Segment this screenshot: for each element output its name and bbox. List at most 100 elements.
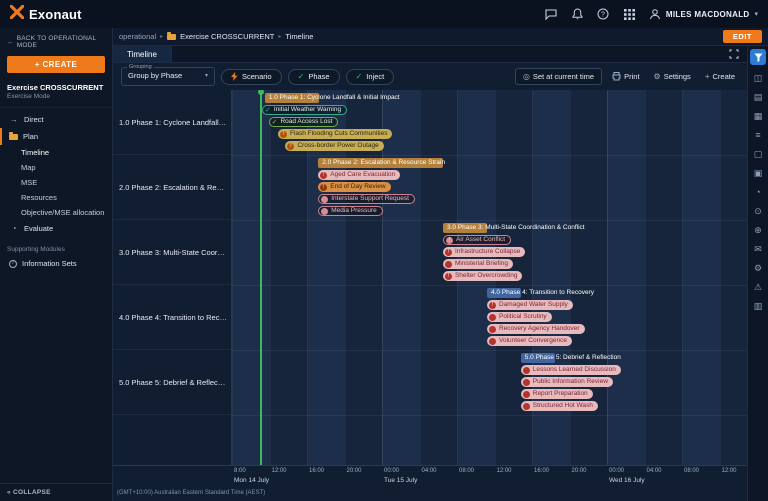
inject-bar[interactable]: ! Flash Flooding Cuts Communities: [277, 129, 393, 139]
bar-label: Ministerial Briefing: [454, 259, 509, 267]
inject-bar[interactable]: ! End of Day Review: [318, 182, 391, 192]
help-icon[interactable]: ?: [597, 8, 610, 21]
inject-bar[interactable]: Volunteer Convergence: [487, 336, 572, 346]
inject-bar[interactable]: Interstate Support Request: [318, 194, 415, 204]
bar-label: Initial Weather Warning: [273, 105, 342, 113]
folder-icon: [9, 132, 18, 140]
time-band: [645, 90, 683, 465]
dot-icon: [489, 337, 496, 345]
breadcrumb-item-exercise-crosscurrent[interactable]: Exercise CROSSCURRENT: [180, 32, 275, 41]
sidebar-item-timeline[interactable]: Timeline: [0, 145, 112, 160]
fullscreen-icon[interactable]: [729, 46, 747, 62]
phase-bar[interactable]: 2.0 Phase 2: Escalation & Resource Strai…: [318, 158, 445, 168]
inject-bar[interactable]: Public Information Review: [520, 377, 613, 387]
scenario-button[interactable]: Scenario: [221, 68, 282, 85]
tab-timeline[interactable]: Timeline: [113, 46, 172, 62]
collapse-button[interactable]: « COLLAPSE: [0, 483, 112, 501]
current-time-line: [258, 90, 265, 465]
bar-label: Flash Flooding Cuts Communities: [289, 129, 388, 137]
create-button[interactable]: + CREATE: [7, 56, 105, 73]
inject-bar[interactable]: ✓ Initial Weather Warning: [262, 105, 348, 115]
list-icon[interactable]: ≡: [755, 130, 761, 140]
doc-icon: [522, 366, 530, 374]
time-band: [720, 90, 748, 465]
message-icon[interactable]: [545, 8, 558, 21]
cards-icon[interactable]: ▤: [753, 92, 763, 102]
table-icon[interactable]: ▥: [753, 301, 763, 311]
sidebar-item-evaluate[interactable]: ◔ Evaluate: [0, 220, 112, 237]
sidebar-item-plan[interactable]: Plan: [0, 128, 112, 145]
phase-bar[interactable]: 4.0 Phase 4: Transition to Recovery: [487, 288, 594, 298]
sidebar-item-resources[interactable]: Resources: [0, 190, 112, 205]
sidebar-item-map[interactable]: Map: [0, 160, 112, 175]
calendar-icon[interactable]: ▦: [753, 111, 763, 121]
filter-icon[interactable]: [750, 49, 766, 65]
sidebar-item-label: Timeline: [21, 148, 50, 157]
gear-icon: ⚙: [653, 71, 661, 81]
settings-icon[interactable]: ⚙: [753, 263, 763, 273]
inject-bar[interactable]: ! Cross-border Power Outage: [285, 141, 384, 151]
sidebar-item-direct[interactable]: → Direct: [0, 111, 112, 128]
archive-icon[interactable]: ▣: [753, 168, 763, 178]
breadcrumb-item-operational[interactable]: operational: [119, 32, 157, 41]
alert-icon: !: [444, 248, 452, 256]
time-band: [382, 90, 420, 465]
print-button[interactable]: Print: [608, 70, 643, 83]
bar-label: End of Day Review: [330, 182, 386, 190]
sidebar-item-label: Information Sets: [22, 259, 77, 268]
bar-label: Cross-border Power Outage: [297, 141, 379, 149]
add-circle-icon[interactable]: ⊕: [754, 225, 762, 235]
breadcrumb: operational ▸ Exercise CROSSCURRENT ▸ Timeli…: [119, 32, 313, 41]
settings-button[interactable]: ⚙ Settings: [650, 70, 695, 83]
inject-toggle[interactable]: ✓ Inject: [345, 68, 395, 85]
inject-bar[interactable]: Media Pressure: [318, 206, 383, 216]
inject-bar[interactable]: ! Infrastructure Collapse: [442, 247, 526, 257]
inject-bar[interactable]: ! Aged Care Evacuation: [318, 170, 401, 180]
bell-icon[interactable]: [571, 8, 584, 21]
inject-bar[interactable]: Political Scrutiny: [487, 312, 552, 322]
inject-bar[interactable]: Lessons Learned Discussion: [520, 365, 621, 375]
panel-icon[interactable]: ◫: [753, 73, 763, 83]
inject-bar[interactable]: Ministerial Briefing: [442, 259, 514, 269]
right-rail: ◫ ▤ ▦ ≡ ▢ ▣ ◔ ⊙ ⊕ ✉ ⚙ ⚠ ▥: [747, 46, 768, 501]
alerts-icon[interactable]: ⚠: [753, 282, 763, 292]
inject-bar[interactable]: Report Preparation: [520, 389, 593, 399]
phase-bar[interactable]: 3.0 Phase 3: Multi-State Coordination & …: [442, 223, 585, 233]
bar-label: Interstate Support Request: [331, 194, 409, 202]
document-icon[interactable]: ▢: [753, 149, 763, 159]
inject-bar[interactable]: ✓ Road Access Lost: [268, 117, 339, 127]
inject-bar[interactable]: ! Damaged Water Supply: [487, 300, 573, 310]
row-label-column: 1.0 Phase 1: Cyclone Landfall & Initial …: [113, 90, 232, 465]
sidebar-item-mse[interactable]: MSE: [0, 175, 112, 190]
caret-down-icon: ▾: [204, 73, 208, 79]
users-icon[interactable]: ⊙: [754, 206, 762, 216]
bolt-icon: [231, 72, 238, 81]
user-menu[interactable]: MILES MACDONALD ▾: [649, 8, 758, 20]
inject-bar[interactable]: Recovery Agency Handover: [487, 324, 585, 334]
bar-label: Report Preparation: [532, 389, 588, 397]
create-inline-button[interactable]: + Create: [701, 70, 739, 83]
phase-bar[interactable]: 5.0 Phase 5: Debrief & Reflection: [520, 353, 621, 363]
edit-button[interactable]: EDIT: [722, 30, 762, 43]
doc-icon: [522, 402, 530, 410]
set-current-time-button[interactable]: ◎ Set at current time: [514, 68, 603, 85]
apps-icon[interactable]: [623, 8, 636, 21]
axis-tick: 00:00: [609, 468, 625, 474]
sidebar-item-label: Direct: [24, 115, 44, 124]
inject-bar[interactable]: ! Air Asset Conflict: [442, 235, 512, 245]
phase-toggle[interactable]: ✓ Phase: [287, 68, 340, 85]
sidebar-item-objective-mse-allocation[interactable]: Objective/MSE allocation: [0, 205, 112, 220]
time-band: [607, 90, 645, 465]
breadcrumb-item-timeline[interactable]: Timeline: [285, 32, 314, 41]
inject-bar[interactable]: ! Shelter Overcrowding: [442, 271, 523, 281]
history-icon[interactable]: ◔: [755, 187, 761, 197]
inject-bar[interactable]: Structured Hot Wash: [520, 401, 598, 411]
mail-icon[interactable]: ✉: [754, 244, 762, 254]
grouping-select[interactable]: Grouping Group by Phase ▾: [121, 64, 215, 86]
plus-icon: +: [704, 71, 710, 81]
axis-tick: 12:00: [496, 468, 512, 474]
phase-bar[interactable]: 1.0 Phase 1: Cyclone Landfall & Initial …: [264, 93, 400, 103]
back-link[interactable]: ← BACK TO OPERATIONAL MODE: [0, 32, 112, 52]
sidebar-item-information-sets[interactable]: i Information Sets: [0, 255, 112, 272]
